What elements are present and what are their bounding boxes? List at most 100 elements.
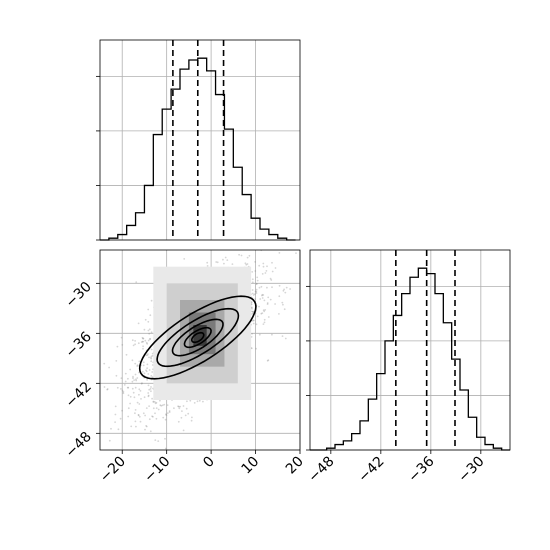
scatter-point [266, 265, 268, 268]
scatter-point [248, 254, 251, 257]
scatter-panel: −20 −10 0 10 20 −30 −36 −42 −48 [63, 242, 307, 486]
scatter-point [153, 401, 156, 403]
scatter-point [145, 425, 148, 428]
scatter-point [136, 365, 139, 367]
scatter-point [155, 417, 158, 420]
scatter-point [151, 354, 154, 357]
right-histogram-y-ticks [306, 285, 310, 451]
scatter-contour-third [171, 318, 224, 357]
scatter-point [152, 400, 155, 403]
scatter-point [147, 384, 150, 387]
scatter-point [262, 323, 265, 325]
scatter-point [261, 293, 264, 296]
scatter-point [255, 323, 258, 326]
scatter-point [147, 353, 149, 355]
scatter-point [224, 242, 226, 244]
scatter-point [259, 243, 261, 245]
scatter-point [187, 412, 190, 415]
scatter-point [166, 412, 169, 414]
right-histogram-x-ticks: −48 −42 −36 −30 [305, 450, 488, 486]
scatter-point [282, 303, 284, 306]
scatter-point [155, 407, 158, 409]
scatter-point [258, 286, 261, 289]
scatter-point [151, 415, 154, 418]
scatter-point [251, 332, 253, 335]
scatter-point [94, 443, 96, 445]
scatter-point [261, 297, 264, 299]
scatter-point [140, 341, 143, 343]
scatter-point [255, 282, 258, 285]
scatter-point [248, 243, 250, 245]
scatter-point [149, 338, 151, 341]
scatter-point [250, 310, 253, 313]
scatter-point [177, 405, 180, 408]
scatter-point [206, 261, 209, 264]
scatter-point [147, 339, 150, 342]
scatter-point [278, 252, 281, 254]
scatter-point [140, 382, 143, 385]
scatter-point [145, 425, 148, 427]
scatter-point [254, 298, 257, 300]
scatter-point [269, 277, 272, 280]
scatter-point [135, 378, 137, 381]
scatter-point [133, 396, 136, 399]
scatter-point [138, 388, 141, 391]
scatter-point [148, 328, 151, 331]
scatter-point [165, 413, 167, 416]
scatter-point [124, 372, 127, 375]
scatter-point [150, 390, 152, 393]
scatter-point [250, 306, 253, 309]
scatter-point [89, 376, 91, 378]
scatter-point [252, 310, 255, 313]
scatter-point [142, 412, 145, 415]
scatter-point [168, 411, 171, 413]
scatter-point [244, 262, 247, 265]
scatter-point [271, 270, 274, 273]
scatter-point [223, 262, 225, 265]
scatter-point [151, 352, 154, 355]
scatter-point [258, 305, 260, 308]
scatter-point [269, 298, 272, 301]
scatter-point [266, 359, 269, 362]
scatter-point [152, 407, 155, 410]
scatter-x-tick-label: −10 [141, 454, 173, 486]
scatter-point [255, 290, 258, 293]
scatter-point [147, 373, 150, 375]
right-histogram-x-tick-label: −42 [355, 454, 387, 486]
scatter-point [154, 412, 156, 415]
scatter-point [180, 416, 183, 419]
scatter-point [150, 348, 153, 351]
scatter-point [150, 356, 152, 359]
scatter-point [255, 292, 258, 294]
scatter-point [163, 403, 166, 406]
scatter-point [250, 306, 253, 309]
scatter-point [146, 379, 149, 381]
scatter-point [157, 440, 160, 442]
scatter-point [246, 256, 249, 259]
scatter-point [151, 364, 154, 366]
scatter-point [258, 333, 261, 336]
scatter-point [251, 308, 253, 310]
scatter-point [255, 347, 257, 350]
scatter-point [142, 364, 145, 367]
scatter-point [152, 401, 155, 403]
scatter-contour-outer [138, 295, 257, 380]
scatter-point [132, 375, 134, 378]
scatter-point [260, 312, 263, 315]
scatter-point [216, 261, 219, 264]
scatter-point [139, 390, 142, 392]
scatter-point [120, 336, 123, 339]
scatter-point [226, 259, 229, 261]
scatter-point [142, 361, 145, 364]
top-histogram-quantiles [172, 40, 225, 240]
scatter-point [147, 329, 150, 332]
scatter-point [150, 360, 153, 363]
scatter-point [114, 421, 116, 423]
top-histogram-y-ticks [96, 75, 100, 241]
scatter-point [143, 328, 146, 331]
scatter-point [282, 289, 285, 292]
scatter-point [127, 407, 130, 410]
scatter-point [151, 397, 154, 400]
scatter-point [148, 418, 151, 421]
